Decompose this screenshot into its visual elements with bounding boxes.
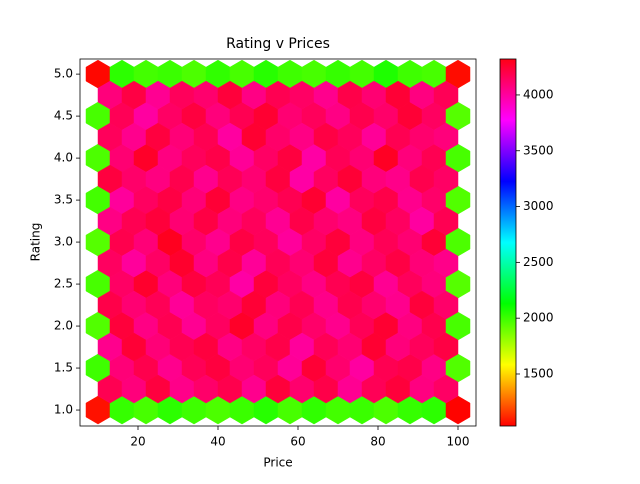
colorbar [499, 58, 517, 427]
y-tick-label: 3.5 [54, 193, 73, 207]
y-tick-label: 2.5 [54, 277, 73, 291]
y-tick-label: 4.0 [54, 151, 73, 165]
chart-title: Rating v Prices [226, 36, 330, 52]
axes-frame [79, 58, 477, 427]
hex-layer [85, 59, 471, 425]
x-tick-label: 100 [447, 435, 470, 449]
hex-cell [433, 248, 459, 278]
x-tick-label: 80 [370, 435, 385, 449]
x-tick-label: 20 [130, 435, 145, 449]
hex-cell [433, 332, 459, 362]
colorbar-tick-label: 3000 [523, 199, 554, 213]
x-axis-label: Price [263, 456, 292, 470]
colorbar-tick-label: 2500 [523, 255, 554, 269]
hex-cell [433, 206, 459, 236]
y-tick-label: 1.0 [54, 403, 73, 417]
y-tick-label: 1.5 [54, 361, 73, 375]
colorbar-tick-label: 2000 [523, 311, 554, 325]
y-axis-label: Rating [29, 223, 43, 262]
y-tick-label: 4.5 [54, 109, 73, 123]
colorbar-tick-label: 4000 [523, 87, 554, 101]
y-tick-label: 5.0 [54, 67, 73, 81]
x-tick-label: 60 [290, 435, 305, 449]
hex-cell [433, 80, 459, 110]
hex-cell [433, 122, 459, 152]
hex-cell [433, 290, 459, 320]
y-tick-label: 3.0 [54, 235, 73, 249]
hex-cell [433, 374, 459, 404]
x-tick-label: 40 [210, 435, 225, 449]
y-tick-label: 2.0 [54, 319, 73, 333]
hex-cell [433, 164, 459, 194]
colorbar-tick-label: 3500 [523, 143, 554, 157]
colorbar-tick-label: 1500 [523, 366, 554, 380]
